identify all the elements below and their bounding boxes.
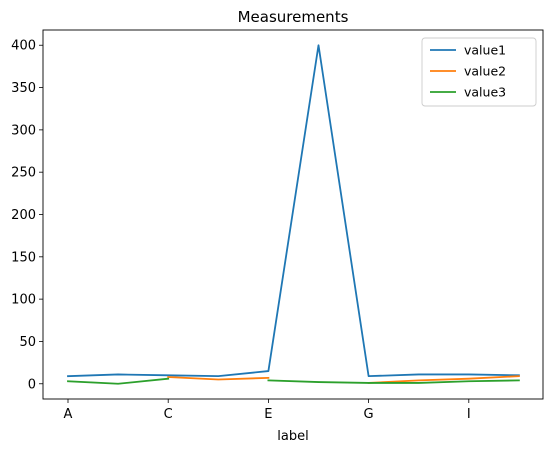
x-tick-label: G bbox=[364, 407, 374, 422]
chart-title: Measurements bbox=[238, 8, 349, 26]
y-tick-label: 150 bbox=[11, 250, 36, 265]
y-tick-label: 200 bbox=[11, 208, 36, 223]
y-tick-label: 250 bbox=[11, 166, 36, 181]
series-line-value1 bbox=[67, 44, 520, 378]
legend-label-value1: value1 bbox=[464, 43, 506, 58]
y-tick-label: 350 bbox=[11, 81, 36, 96]
y-tick-label: 0 bbox=[28, 377, 36, 392]
legend-label-value2: value2 bbox=[464, 64, 506, 79]
legend-label-value3: value3 bbox=[464, 85, 506, 100]
legend: value1 value2 value3 bbox=[421, 37, 537, 107]
y-tick-label: 50 bbox=[19, 335, 36, 350]
x-axis-label: label bbox=[277, 429, 308, 444]
plot-lines bbox=[67, 44, 520, 385]
y-tick-label: 100 bbox=[11, 293, 36, 308]
x-tick-label: E bbox=[264, 407, 272, 422]
series-line-value2 bbox=[167, 375, 520, 384]
legend-box bbox=[421, 37, 537, 107]
x-tick-label: A bbox=[64, 407, 73, 422]
y-tick-label: 300 bbox=[11, 123, 36, 138]
x-tick-label: I bbox=[467, 407, 471, 422]
x-tick-label: C bbox=[164, 407, 173, 422]
y-tick-label: 400 bbox=[11, 39, 36, 54]
series-line-value3 bbox=[67, 377, 520, 385]
y-axis: 0 50 100 150 200 250 300 350 400 bbox=[11, 39, 43, 392]
